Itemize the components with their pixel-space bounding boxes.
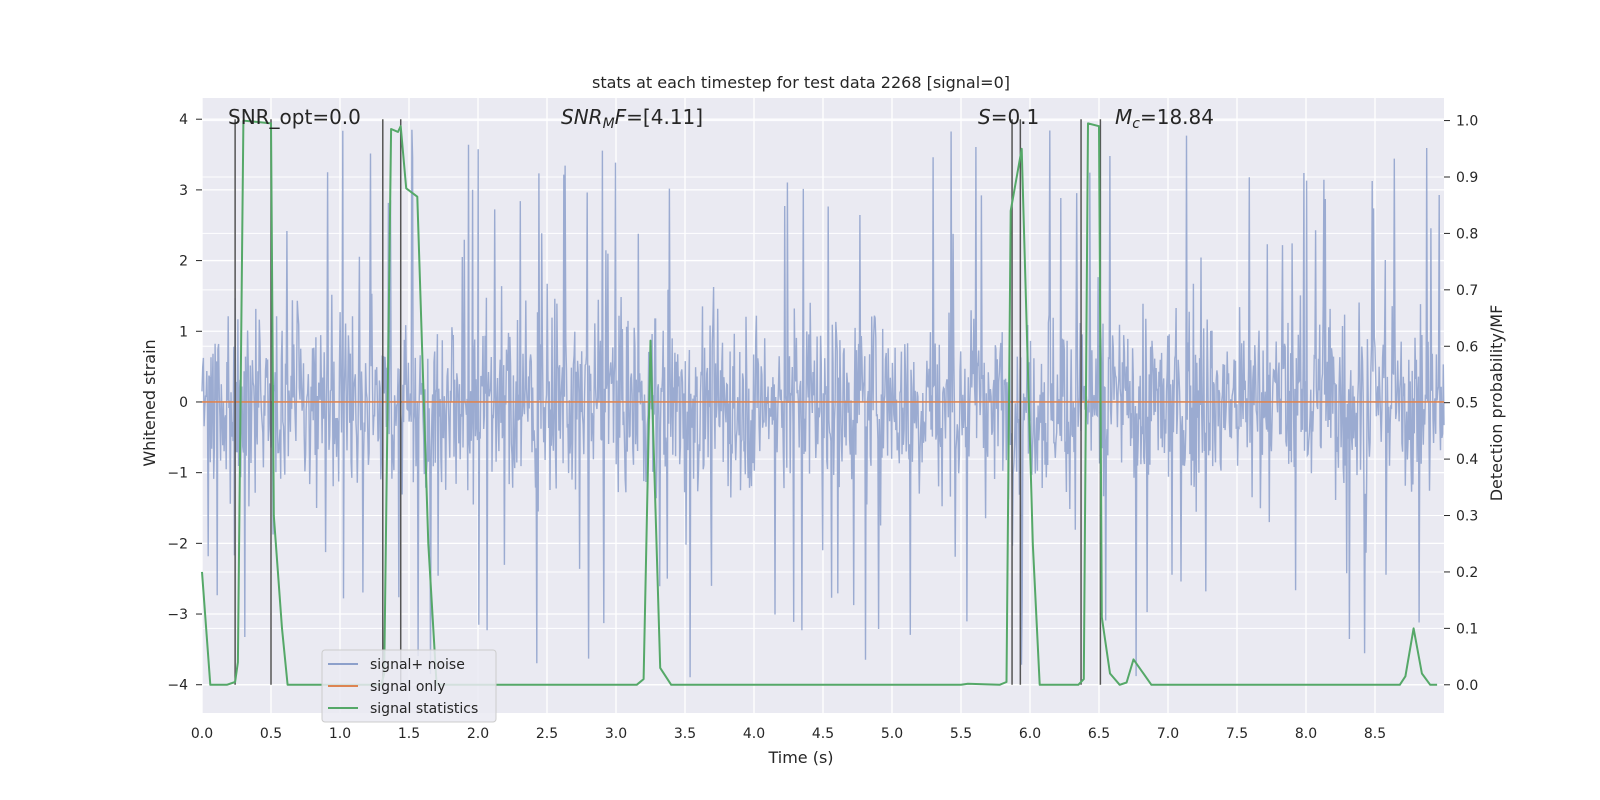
annotation-snr-mf-value: =[4.11]	[626, 105, 703, 129]
y-tick-left--3: −3	[167, 607, 188, 623]
y-tick-right-0.5: 0.5	[1456, 396, 1478, 412]
x-tick-6.0: 6.0	[1019, 726, 1041, 742]
y-tick-left-4: 4	[179, 112, 188, 128]
x-axis-ticks: 0.0 0.5 1.0 1.5 2.0 2.5 3.0 3.5 4.0 4.5 5.0 5.5 6.0 6…	[191, 726, 1386, 742]
x-tick-6.5: 6.5	[1088, 726, 1110, 742]
x-tick-0.5: 0.5	[260, 726, 282, 742]
legend-label-statistics: signal statistics	[370, 701, 478, 717]
x-tick-4.0: 4.0	[743, 726, 765, 742]
noise-line	[201, 129, 1445, 678]
legend: signal+ noise signal only signal statist…	[321, 649, 497, 723]
annotation-mc: Mc=18.84	[1115, 105, 1214, 132]
y-tick-left--2: −2	[167, 536, 188, 552]
annotation-snr-mf: SNRMF=[4.11]	[561, 105, 703, 132]
y-tick-right-0.7: 0.7	[1456, 283, 1478, 299]
y-tick-right-0.9: 0.9	[1456, 170, 1478, 186]
y-tick-left--1: −1	[167, 466, 188, 482]
y-tick-left-2: 2	[179, 254, 188, 270]
annotation-s-value: =0.1	[991, 105, 1040, 129]
y-axis-right-ticks: 0.0 0.1 0.2 0.3 0.4 0.5 0.6 0.7 0.8 0.9 1.0	[1444, 114, 1478, 694]
legend-label-signal-only: signal only	[370, 679, 445, 695]
y-tick-right-0.1: 0.1	[1456, 621, 1478, 637]
x-tick-2.0: 2.0	[467, 726, 489, 742]
y-tick-right-0.2: 0.2	[1456, 565, 1478, 581]
x-tick-3.5: 3.5	[674, 726, 696, 742]
y-axis-left-ticks: −4 −3 −2 −1 0 1 2 3 4	[167, 112, 202, 694]
x-tick-8.5: 8.5	[1364, 726, 1386, 742]
chart-title: stats at each timestep for test data 226…	[592, 73, 1010, 92]
annotation-s: S=0.1	[978, 105, 1039, 129]
y-tick-right-0.6: 0.6	[1456, 339, 1478, 355]
y-axis-left-label: Whitened strain	[140, 339, 159, 466]
y-tick-right-0.3: 0.3	[1456, 509, 1478, 525]
series-signal-plus-noise	[201, 129, 1445, 678]
x-tick-4.5: 4.5	[812, 726, 834, 742]
x-tick-8.0: 8.0	[1295, 726, 1317, 742]
x-tick-5.5: 5.5	[950, 726, 972, 742]
statistics-line	[201, 119, 1438, 686]
y-tick-left-3: 3	[179, 183, 188, 199]
y-axis-right-label: Detection probability/MF	[1487, 305, 1506, 502]
y-tick-right-0.0: 0.0	[1456, 678, 1478, 694]
annotation-mc-value: =18.84	[1140, 105, 1214, 129]
annotation-snr-opt: SNR_opt=0.0	[228, 105, 361, 129]
legend-box	[321, 649, 497, 723]
series-signal-statistics	[201, 119, 1438, 686]
x-axis-label: Time (s)	[767, 748, 833, 767]
x-tick-1.5: 1.5	[398, 726, 420, 742]
y-tick-left-0: 0	[179, 395, 188, 411]
y-tick-right-0.8: 0.8	[1456, 226, 1478, 242]
svg-text:SNRMF=[4.11]: SNRMF=[4.11]	[561, 105, 703, 132]
y-tick-right-1.0: 1.0	[1456, 114, 1478, 130]
svg-text:S=0.1: S=0.1	[978, 105, 1039, 129]
legend-label-noise: signal+ noise	[370, 657, 465, 673]
y-tick-right-0.4: 0.4	[1456, 452, 1478, 468]
y-tick-left-1: 1	[179, 324, 188, 340]
x-tick-0.0: 0.0	[191, 726, 213, 742]
x-tick-1.0: 1.0	[329, 726, 351, 742]
x-tick-5.0: 5.0	[881, 726, 903, 742]
x-tick-7.5: 7.5	[1226, 726, 1248, 742]
x-tick-7.0: 7.0	[1157, 726, 1179, 742]
y-tick-left--4: −4	[167, 678, 188, 694]
x-tick-3.0: 3.0	[605, 726, 627, 742]
x-tick-2.5: 2.5	[536, 726, 558, 742]
svg-text:Mc=18.84: Mc=18.84	[1115, 105, 1214, 132]
